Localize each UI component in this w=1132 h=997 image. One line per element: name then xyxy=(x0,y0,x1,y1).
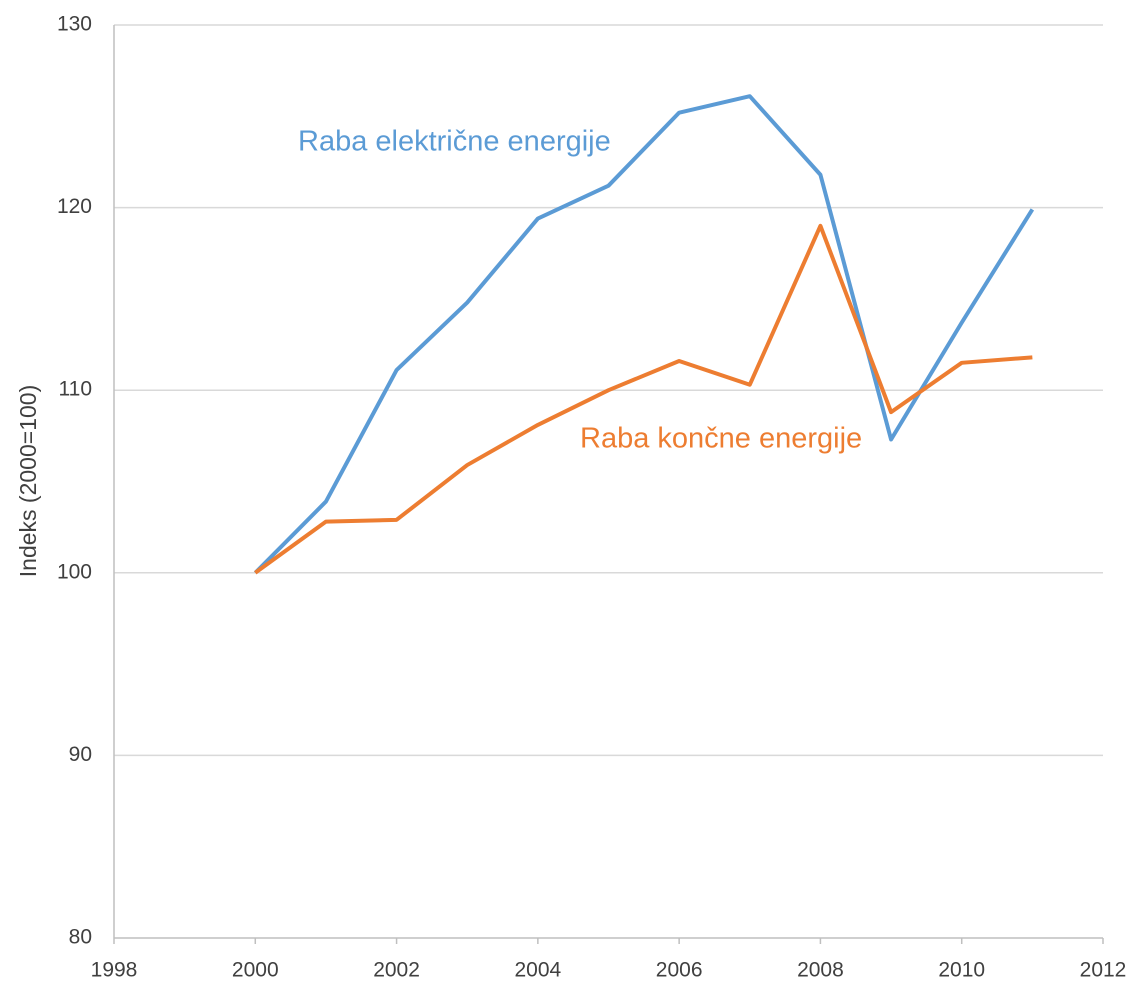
y-tick-label: 130 xyxy=(57,13,92,36)
x-tick-label: 2008 xyxy=(797,959,844,982)
y-tick-label: 80 xyxy=(69,926,92,949)
series-label: Raba električne energije xyxy=(298,126,611,158)
x-tick-label: 2000 xyxy=(232,959,279,982)
x-tick-label: 2012 xyxy=(1080,959,1127,982)
series-label: Raba končne energije xyxy=(580,423,862,455)
series-line xyxy=(254,223,1033,575)
y-axis-label: Indeks (2000=100) xyxy=(15,385,41,577)
y-tick-label: 120 xyxy=(57,195,92,218)
x-tick-label: 2004 xyxy=(514,959,561,982)
x-tick-label: 2010 xyxy=(938,959,985,982)
y-tick-label: 110 xyxy=(59,378,92,401)
x-tick-label: 2002 xyxy=(373,959,420,982)
x-tick-label: 2006 xyxy=(656,959,703,982)
x-tick-label: 1998 xyxy=(91,959,138,982)
series-line xyxy=(253,94,1035,575)
y-tick-label: 90 xyxy=(69,743,92,766)
y-tick-label: 100 xyxy=(57,560,92,583)
